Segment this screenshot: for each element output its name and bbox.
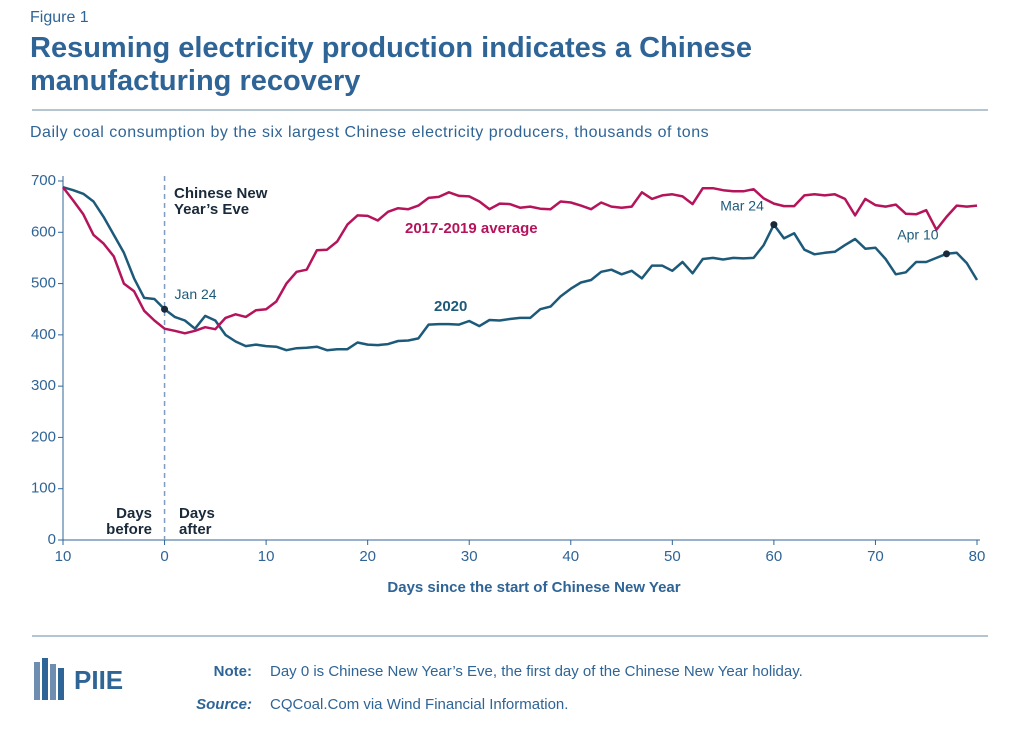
x-axis-label: Days since the start of Chinese New Year <box>387 579 680 596</box>
point-marker <box>161 305 169 313</box>
annotation: after <box>179 521 212 538</box>
source-text: CQCoal.Com via Wind Financial Informatio… <box>270 696 568 713</box>
annotation: Days <box>179 505 215 522</box>
y-tick-label: 700 <box>31 172 56 189</box>
logo <box>34 658 64 700</box>
series-line <box>62 186 978 335</box>
title: Resuming electricity production indicate… <box>30 32 752 97</box>
point-label: Mar 24 <box>720 197 764 213</box>
source-label: Source: <box>196 696 252 713</box>
x-tick-label: 10 <box>258 548 275 565</box>
y-tick-label: 200 <box>31 428 56 445</box>
y-tick-label: 0 <box>48 531 56 548</box>
annotation: before <box>106 521 152 538</box>
annotation: Year’s Eve <box>174 201 249 218</box>
logo-text: PIIE <box>74 665 123 695</box>
x-tick-label: 50 <box>664 548 681 565</box>
y-tick-label: 100 <box>31 480 56 497</box>
x-tick-label: 40 <box>562 548 579 565</box>
note-text: Day 0 is Chinese New Year’s Eve, the fir… <box>270 663 803 680</box>
x-tick-label: 20 <box>359 548 376 565</box>
point-label: Jan 24 <box>175 286 217 302</box>
point-marker <box>770 221 778 229</box>
x-tick-label: 70 <box>867 548 884 565</box>
series-label: 2017-2019 average <box>405 220 538 237</box>
y-tick-label: 300 <box>31 377 56 394</box>
x-tick-label: 30 <box>461 548 478 565</box>
y-tick-label: 600 <box>31 223 56 240</box>
x-tick-label: 60 <box>766 548 783 565</box>
series-label: 2020 <box>434 298 467 315</box>
point-marker <box>943 250 951 258</box>
x-tick-label: 80 <box>969 548 986 565</box>
point-label: Apr 10 <box>897 227 938 243</box>
x-tick-label: 0 <box>160 548 168 565</box>
annotation: Chinese New <box>174 185 268 202</box>
series-line <box>62 186 979 352</box>
subtitle: Daily coal consumption by the six larges… <box>30 124 709 141</box>
y-tick-label: 500 <box>31 275 56 292</box>
y-tick-label: 400 <box>31 326 56 343</box>
x-tick-label: 10 <box>55 548 72 565</box>
annotation: Days <box>116 505 152 522</box>
note-label: Note: <box>214 663 252 680</box>
figure-label: Figure 1 <box>30 9 89 26</box>
